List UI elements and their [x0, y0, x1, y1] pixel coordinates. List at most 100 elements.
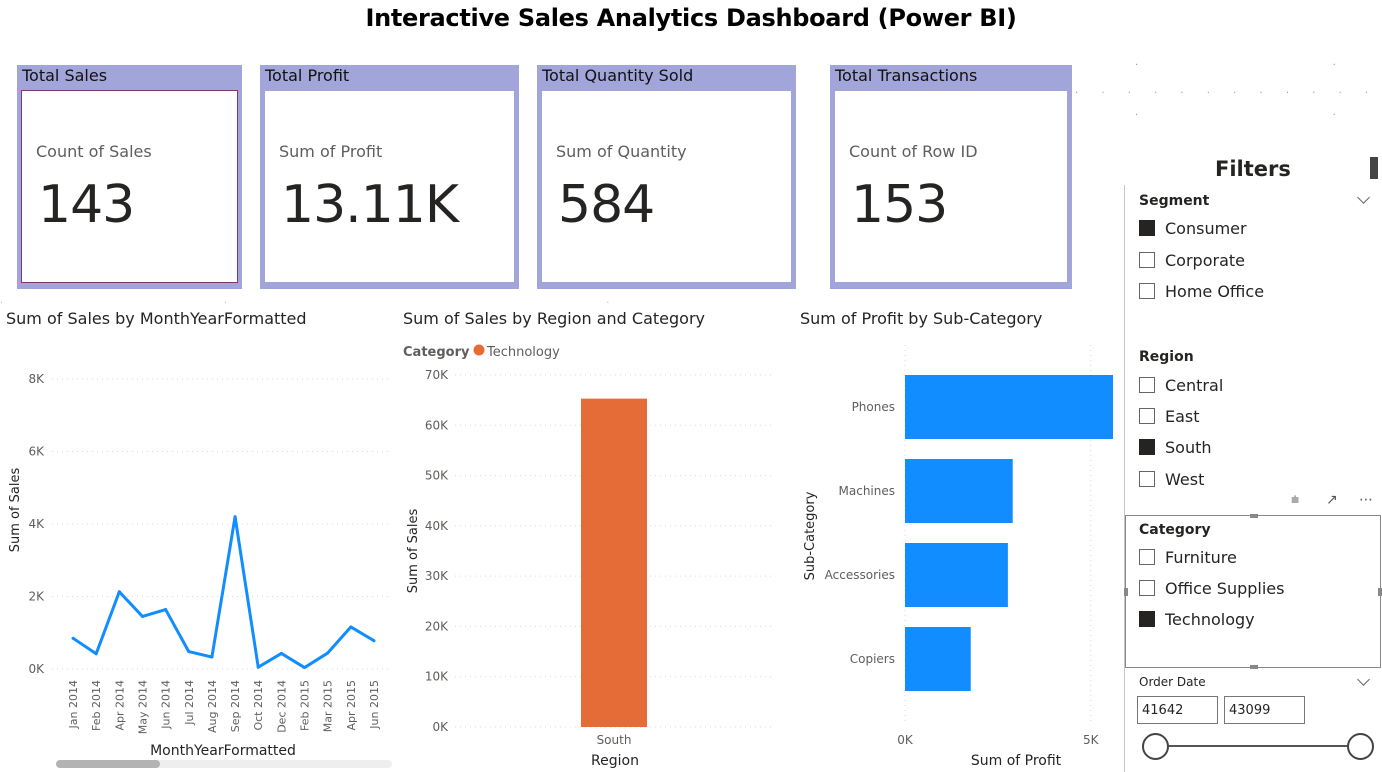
option-label: Office Supplies [1165, 578, 1285, 598]
line-chart[interactable]: 0K 2K 4K 6K 8K Jan 2014 Feb 2014 Apr 2014 May 20… [0, 340, 400, 772]
x-tick-label: 5K [1083, 733, 1100, 747]
x-tick-label: Apr 2015 [345, 680, 358, 731]
focus-mode-icon[interactable]: ↗ [1326, 492, 1338, 508]
kpi-box[interactable]: Count of Sales 143 [21, 90, 238, 283]
kpi-card-total-quantity[interactable]: Total Quantity Sold Sum of Quantity 584 [537, 65, 796, 289]
option-label: West [1165, 469, 1205, 489]
data-point [164, 608, 168, 612]
chevron-down-icon[interactable] [1357, 191, 1370, 204]
checkbox[interactable] [1139, 283, 1155, 299]
kpi-box[interactable]: Sum of Profit 13.11K [265, 91, 514, 282]
y-tick-label: 50K [425, 469, 449, 483]
checkbox[interactable] [1139, 611, 1155, 627]
checkbox[interactable] [1139, 580, 1155, 596]
checkbox[interactable] [1139, 377, 1155, 393]
kpi-card-total-sales[interactable]: Total Sales Count of Sales 143 [17, 65, 242, 289]
chevron-down-icon[interactable] [1357, 673, 1370, 686]
region-chart-title: Sum of Sales by Region and Category [403, 309, 705, 328]
data-point [303, 666, 307, 670]
checkbox[interactable] [1139, 549, 1155, 565]
kpi-box[interactable]: Sum of Quantity 584 [542, 91, 791, 282]
region-option-east[interactable]: East [1139, 406, 1200, 426]
region-option-west[interactable]: West [1139, 469, 1204, 489]
x-tick-label: May 2014 [136, 680, 149, 734]
order-date-slider-track[interactable] [1155, 745, 1363, 747]
category-option-furniture[interactable]: Furniture [1139, 547, 1237, 567]
resize-handle[interactable] [1378, 588, 1382, 596]
x-tick-label: Oct 2014 [252, 680, 265, 731]
kpi-value: 153 [851, 175, 948, 235]
x-tick-label: Jun 2014 [160, 680, 173, 730]
y-tick-label: Machines [839, 484, 895, 498]
legend-marker [473, 344, 485, 356]
order-date-to-input[interactable]: 43099 [1224, 696, 1305, 724]
kpi-box[interactable]: Count of Row ID 153 [835, 91, 1067, 282]
filter-icon[interactable]: ⩧ [1291, 492, 1300, 508]
x-tick-label: Jun 2015 [368, 680, 381, 730]
bar [905, 627, 971, 691]
region-slicer-title: Region [1139, 349, 1194, 365]
order-date-slider-end-handle[interactable] [1347, 733, 1374, 760]
line-chart-title: Sum of Sales by MonthYearFormatted [6, 309, 307, 328]
region-bar-chart[interactable]: 0K 10K 20K 30K 40K 50K 60K 70K Category Technolog… [400, 340, 790, 772]
data-point [372, 639, 376, 643]
data-point [233, 515, 237, 519]
category-slicer-frame[interactable] [1124, 514, 1382, 669]
segment-slicer-title: Segment [1139, 193, 1210, 209]
y-tick-label: 40K [425, 519, 449, 533]
category-option-technology[interactable]: Technology [1139, 609, 1255, 629]
category-option-office-supplies[interactable]: Office Supplies [1139, 578, 1284, 598]
kpi-card-total-transactions[interactable]: Total Transactions Count of Row ID 153 [830, 65, 1072, 289]
x-tick-label: Jul 2014 [183, 680, 196, 726]
y-axis-title: Sub-Category [803, 491, 818, 580]
option-label: Central [1165, 375, 1224, 395]
y-tick-label: Phones [852, 400, 895, 414]
option-label: Furniture [1165, 547, 1237, 567]
region-option-central[interactable]: Central [1139, 375, 1223, 395]
kpi-label: Sum of Profit [279, 142, 383, 161]
kpi-value: 13.11K [281, 175, 459, 235]
kpi-label: Count of Row ID [849, 142, 978, 161]
subcategory-bar-chart[interactable]: 0K 5K Phones Machines Accessories Copiers Sum … [795, 340, 1120, 772]
checkbox[interactable] [1139, 408, 1155, 424]
y-tick-label: 4K [28, 517, 45, 531]
bar [581, 398, 647, 727]
resize-handle[interactable] [1250, 665, 1258, 669]
x-tick-label: Mar 2015 [322, 680, 335, 732]
y-tick-label: Accessories [825, 568, 895, 582]
y-tick-label: Copiers [850, 652, 895, 666]
y-tick-label: 0K [432, 720, 449, 734]
page-title: Interactive Sales Analytics Dashboard (P… [365, 4, 1017, 32]
checkbox[interactable] [1139, 471, 1155, 487]
resize-handle[interactable] [1250, 514, 1258, 518]
resize-handle[interactable] [1124, 588, 1128, 596]
region-option-south[interactable]: South [1139, 437, 1212, 457]
data-point [71, 636, 75, 640]
decorative-dots: · · [1135, 60, 1346, 71]
decorative-dots: · · · [0, 298, 620, 309]
bar [905, 543, 1008, 607]
legend-title: Category [403, 345, 470, 360]
order-date-from-input[interactable]: 41642 [1137, 696, 1218, 724]
checkbox[interactable] [1139, 439, 1155, 455]
order-date-slider-start-handle[interactable] [1142, 733, 1169, 760]
segment-option-consumer[interactable]: Consumer [1139, 218, 1247, 238]
segment-option-corporate[interactable]: Corporate [1139, 250, 1245, 270]
kpi-card-total-profit[interactable]: Total Profit Sum of Profit 13.11K [260, 65, 519, 289]
line-chart-scrollbar-track[interactable] [56, 760, 392, 768]
decorative-dots: · · · · · · · · · · · · [1075, 88, 1379, 99]
y-tick-label: 10K [425, 670, 449, 684]
line-chart-scrollbar-thumb[interactable] [56, 760, 160, 768]
x-axis-title: MonthYearFormatted [150, 743, 296, 759]
kpi-title: Total Sales [22, 66, 108, 85]
y-tick-label: 0K [28, 662, 45, 676]
y-tick-label: 20K [425, 619, 449, 633]
segment-option-home-office[interactable]: Home Office [1139, 281, 1264, 301]
checkbox[interactable] [1139, 252, 1155, 268]
data-point [256, 665, 260, 669]
checkbox[interactable] [1139, 220, 1155, 236]
data-point [326, 651, 330, 655]
more-options-icon[interactable]: ⋯ [1359, 492, 1373, 508]
data-point [187, 650, 191, 654]
kpi-value: 584 [558, 175, 655, 235]
